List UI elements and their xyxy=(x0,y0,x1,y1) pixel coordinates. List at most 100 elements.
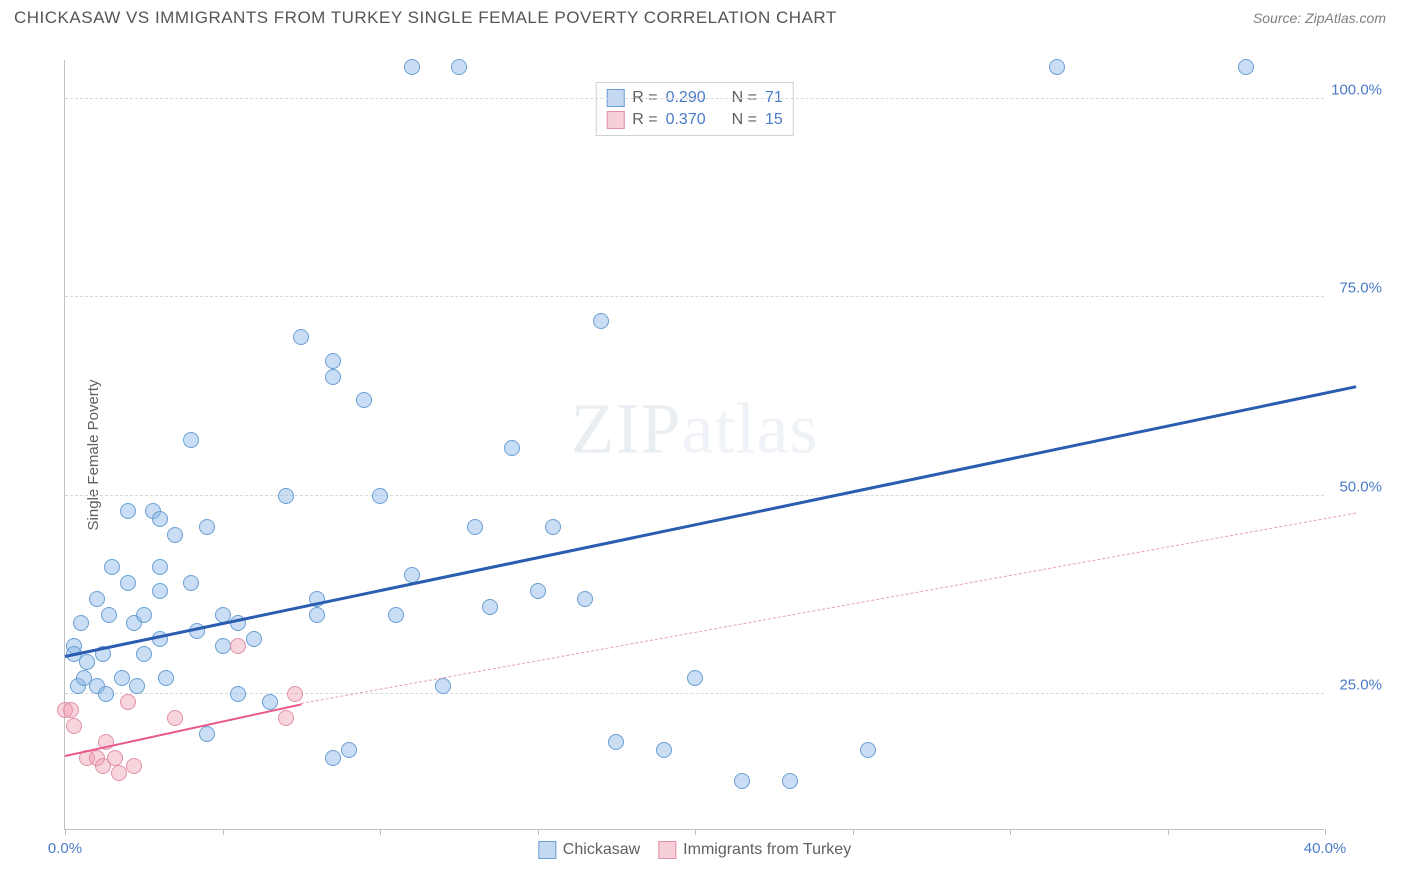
data-point xyxy=(120,503,136,519)
legend-swatch xyxy=(606,111,624,129)
series-legend: Chickasaw Immigrants from Turkey xyxy=(538,841,851,859)
r-label: R = xyxy=(632,111,657,129)
data-point xyxy=(129,678,145,694)
data-point xyxy=(325,750,341,766)
x-tick-label: 40.0% xyxy=(1304,840,1347,857)
data-point xyxy=(63,702,79,718)
plot-area: ZIPatlas R =0.290N =71R =0.370N =15 Chic… xyxy=(64,60,1324,830)
chart-container: Single Female Poverty ZIPatlas R =0.290N… xyxy=(40,40,1380,870)
data-point xyxy=(1049,59,1065,75)
data-point xyxy=(734,773,750,789)
data-point xyxy=(278,710,294,726)
gridline xyxy=(65,296,1324,297)
data-point xyxy=(215,638,231,654)
data-point xyxy=(136,646,152,662)
data-point xyxy=(199,726,215,742)
data-point xyxy=(530,583,546,599)
data-point xyxy=(577,591,593,607)
data-point xyxy=(356,392,372,408)
data-point xyxy=(104,559,120,575)
data-point xyxy=(656,742,672,758)
data-point xyxy=(158,670,174,686)
x-tick xyxy=(1325,829,1326,835)
y-tick-label: 75.0% xyxy=(1339,280,1382,297)
trendline xyxy=(65,703,302,757)
legend-item: Immigrants from Turkey xyxy=(658,841,851,859)
data-point xyxy=(89,591,105,607)
n-value: 15 xyxy=(765,111,783,129)
data-point xyxy=(230,686,246,702)
gridline xyxy=(65,98,1324,99)
data-point xyxy=(101,607,117,623)
y-tick-label: 100.0% xyxy=(1331,81,1382,98)
data-point xyxy=(79,654,95,670)
data-point xyxy=(782,773,798,789)
y-tick-label: 50.0% xyxy=(1339,478,1382,495)
data-point xyxy=(325,353,341,369)
data-point xyxy=(199,519,215,535)
x-tick xyxy=(1010,829,1011,835)
data-point xyxy=(341,742,357,758)
data-point xyxy=(167,527,183,543)
data-point xyxy=(1238,59,1254,75)
data-point xyxy=(687,670,703,686)
source-attribution: Source: ZipAtlas.com xyxy=(1253,10,1386,26)
data-point xyxy=(262,694,278,710)
legend-item: Chickasaw xyxy=(538,841,640,859)
data-point xyxy=(593,313,609,329)
r-value: 0.370 xyxy=(666,111,706,129)
data-point xyxy=(278,488,294,504)
data-point xyxy=(860,742,876,758)
gridline xyxy=(65,693,1324,694)
x-tick-label: 0.0% xyxy=(48,840,82,857)
data-point xyxy=(435,678,451,694)
data-point xyxy=(120,694,136,710)
legend-swatch xyxy=(538,841,556,859)
data-point xyxy=(66,718,82,734)
legend-label: Immigrants from Turkey xyxy=(683,841,851,859)
data-point xyxy=(183,575,199,591)
data-point xyxy=(107,750,123,766)
data-point xyxy=(287,686,303,702)
data-point xyxy=(152,583,168,599)
data-point xyxy=(372,488,388,504)
data-point xyxy=(98,686,114,702)
correlation-legend: R =0.290N =71R =0.370N =15 xyxy=(595,82,794,136)
data-point xyxy=(111,765,127,781)
data-point xyxy=(230,638,246,654)
n-label: N = xyxy=(732,111,757,129)
watermark: ZIPatlas xyxy=(571,388,819,471)
data-point xyxy=(183,432,199,448)
legend-row: R = 0.370 N = 15 xyxy=(606,109,783,131)
data-point xyxy=(126,758,142,774)
data-point xyxy=(167,710,183,726)
x-tick xyxy=(223,829,224,835)
data-point xyxy=(608,734,624,750)
data-point xyxy=(451,59,467,75)
data-point xyxy=(309,607,325,623)
y-tick-label: 25.0% xyxy=(1339,677,1382,694)
data-point xyxy=(120,575,136,591)
data-point xyxy=(404,59,420,75)
trendline xyxy=(301,512,1356,703)
gridline xyxy=(65,495,1324,496)
chart-title: CHICKASAW VS IMMIGRANTS FROM TURKEY SING… xyxy=(14,8,837,28)
trendline xyxy=(65,385,1357,658)
data-point xyxy=(73,615,89,631)
legend-swatch xyxy=(658,841,676,859)
legend-label: Chickasaw xyxy=(563,841,640,859)
x-tick xyxy=(1168,829,1169,835)
x-tick xyxy=(538,829,539,835)
data-point xyxy=(114,670,130,686)
x-tick xyxy=(380,829,381,835)
data-point xyxy=(293,329,309,345)
data-point xyxy=(482,599,498,615)
data-point xyxy=(388,607,404,623)
data-point xyxy=(152,511,168,527)
data-point xyxy=(504,440,520,456)
x-tick xyxy=(695,829,696,835)
x-tick xyxy=(853,829,854,835)
data-point xyxy=(325,369,341,385)
data-point xyxy=(152,559,168,575)
data-point xyxy=(545,519,561,535)
